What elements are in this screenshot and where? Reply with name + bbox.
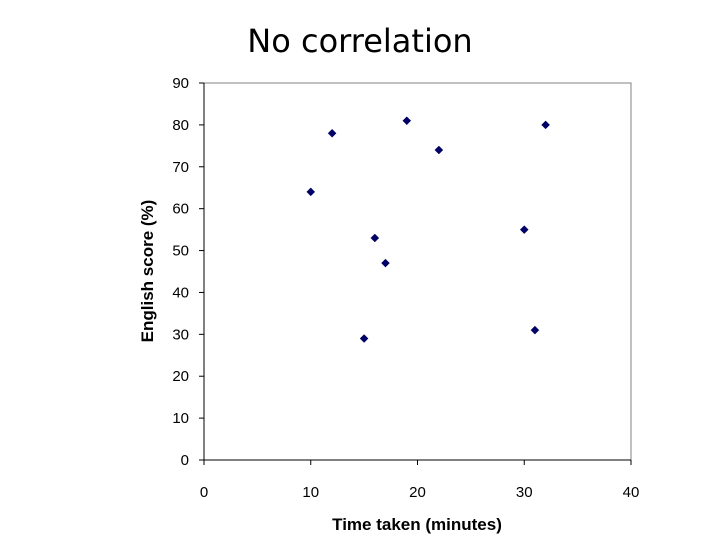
y-tick-label: 0: [181, 452, 189, 469]
plot-area: [203, 82, 632, 461]
data-point: [327, 128, 337, 138]
y-axis: 0 10 20 30 40 50 60 70 80 90: [172, 75, 205, 469]
data-point: [541, 120, 550, 130]
y-tick-label: 70: [172, 159, 189, 176]
data-point: [381, 258, 390, 268]
x-tick-label: 40: [623, 484, 640, 501]
x-tick-label: 10: [302, 484, 319, 501]
x-tick-label: 30: [516, 484, 533, 501]
slide-title: No correlation: [247, 22, 473, 60]
x-tick-label: 0: [200, 484, 208, 501]
y-tick-label: 90: [172, 75, 189, 92]
x-axis-label: Time taken (minutes): [332, 515, 502, 534]
data-point: [434, 145, 444, 155]
y-tick-label: 80: [172, 117, 189, 134]
y-tick-label: 10: [172, 410, 189, 427]
data-point: [402, 116, 412, 126]
data-points: [306, 116, 550, 343]
data-point: [359, 334, 369, 343]
x-axis: 0 10 20 30 40: [200, 459, 640, 501]
y-tick-label: 20: [172, 368, 189, 385]
data-point: [519, 225, 529, 234]
y-tick-label: 30: [172, 326, 189, 343]
data-point: [530, 325, 540, 335]
data-point: [370, 233, 380, 243]
data-point: [306, 187, 316, 197]
y-tick-label: 40: [172, 284, 189, 301]
y-tick-label: 50: [172, 243, 189, 260]
y-tick-label: 60: [172, 201, 189, 218]
y-axis-label: English score (%): [138, 200, 157, 343]
x-tick-label: 20: [409, 484, 426, 501]
